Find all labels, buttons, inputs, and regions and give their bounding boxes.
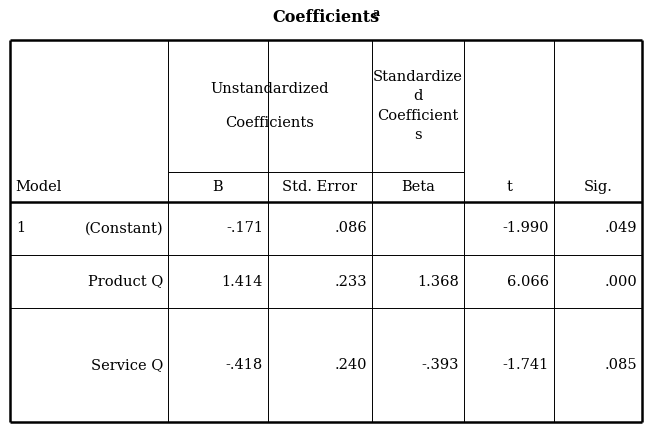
Text: -1.990: -1.990 (502, 221, 549, 236)
Text: Service Q: Service Q (91, 358, 163, 372)
Text: 6.066: 6.066 (507, 274, 549, 289)
Text: .085: .085 (604, 358, 637, 372)
Text: (Constant): (Constant) (84, 221, 163, 236)
Text: Sig.: Sig. (583, 180, 612, 194)
Text: Coefficients: Coefficients (273, 9, 379, 27)
Text: a: a (372, 7, 379, 18)
Text: .086: .086 (334, 221, 367, 236)
Text: 1.368: 1.368 (417, 274, 459, 289)
Text: B: B (213, 180, 223, 194)
Text: -.418: -.418 (226, 358, 263, 372)
Text: Unstandardized

Coefficients: Unstandardized Coefficients (211, 82, 329, 130)
Text: -.171: -.171 (226, 221, 263, 236)
Text: Std. Error: Std. Error (283, 180, 358, 194)
Text: .233: .233 (334, 274, 367, 289)
Text: .000: .000 (604, 274, 637, 289)
Text: .240: .240 (334, 358, 367, 372)
Text: Beta: Beta (401, 180, 435, 194)
Text: -1.741: -1.741 (503, 358, 549, 372)
Text: 1: 1 (16, 221, 25, 236)
Text: Standardize
d
Coefficient
s: Standardize d Coefficient s (373, 70, 463, 142)
Text: .049: .049 (604, 221, 637, 236)
Text: Model: Model (15, 180, 61, 194)
Text: -.393: -.393 (421, 358, 459, 372)
Text: t: t (506, 180, 512, 194)
Text: 1.414: 1.414 (222, 274, 263, 289)
Text: Product Q: Product Q (88, 274, 163, 289)
